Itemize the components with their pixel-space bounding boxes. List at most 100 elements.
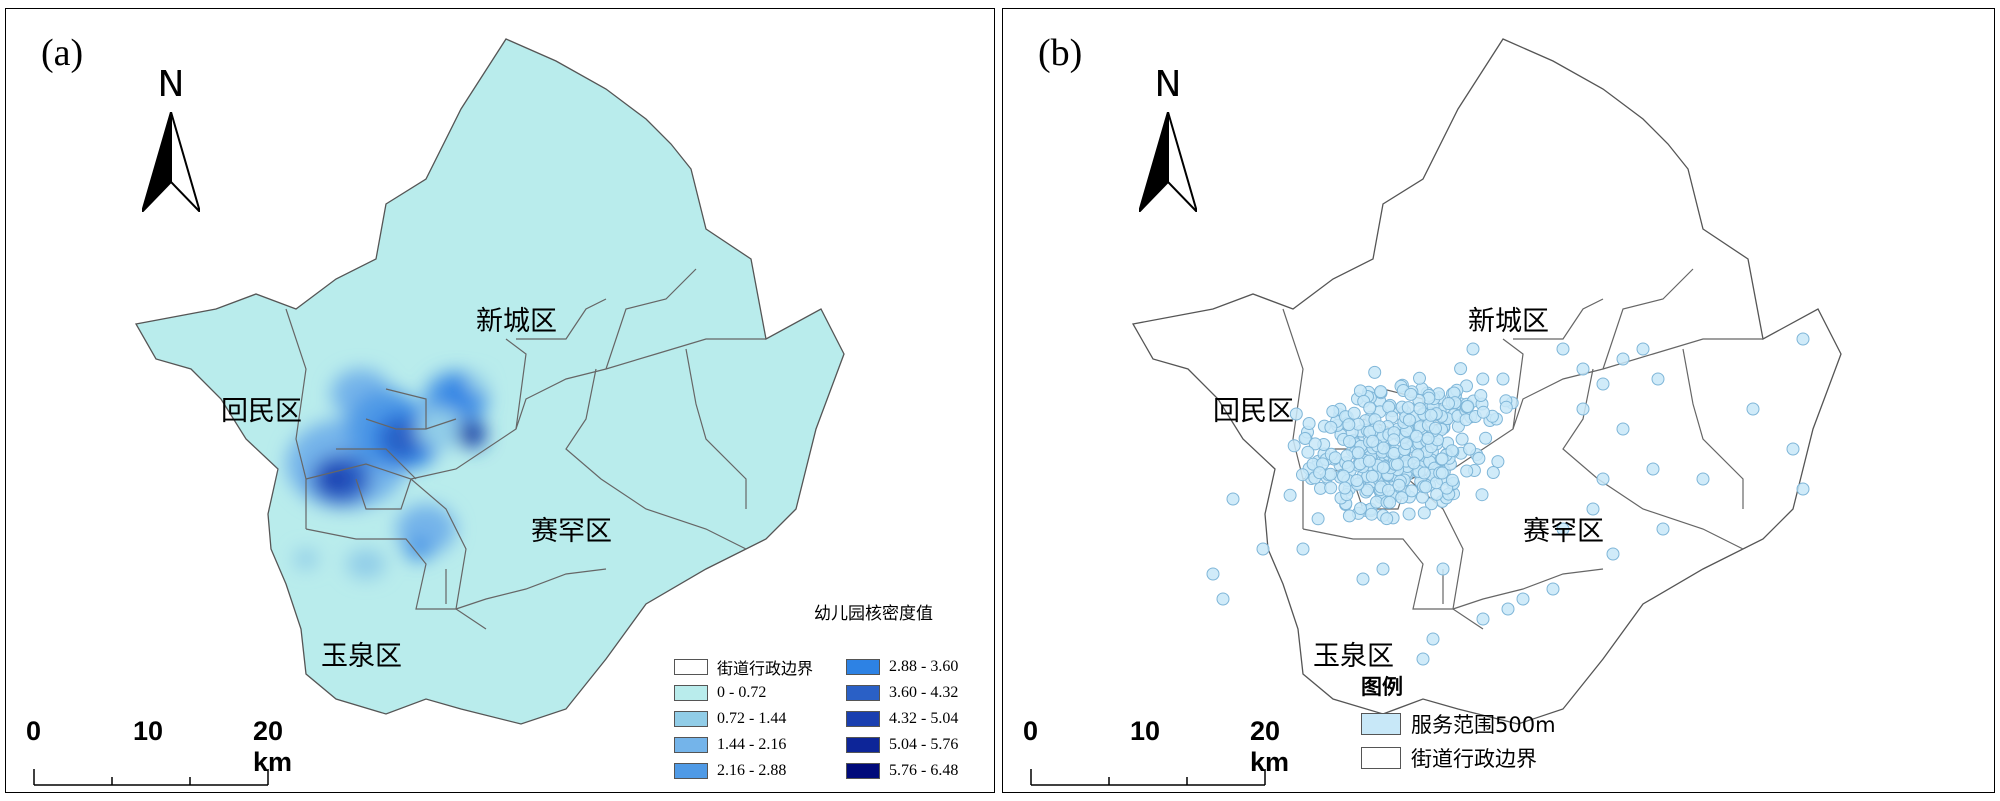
service-area-circle xyxy=(1476,372,1490,386)
service-area-circle xyxy=(1340,449,1354,463)
district-label-xincheng: 新城区 xyxy=(476,306,557,337)
scale-label-10: 10 xyxy=(133,716,164,746)
scale-line xyxy=(33,769,269,786)
legend-swatch-boundary xyxy=(674,659,708,675)
legend-swatch-density xyxy=(846,763,880,779)
service-area-circle xyxy=(1392,478,1406,492)
service-area-circle xyxy=(1372,420,1386,434)
service-area-circle xyxy=(1413,402,1427,416)
service-area-circle xyxy=(1351,446,1365,460)
scale-bar: 0 10 20 km xyxy=(26,716,292,786)
service-area-circle xyxy=(1401,401,1415,415)
legend-swatch-density xyxy=(846,711,880,727)
service-area-circle xyxy=(1302,417,1316,430)
north-arrow-icon xyxy=(1139,112,1197,212)
north-arrow: N xyxy=(1133,64,1203,214)
legend-swatch-density xyxy=(674,685,708,701)
service-area-circle xyxy=(1354,502,1367,515)
map-panel-service-area: (b) N 新城区 回民区 赛罕区 玉泉区 0 10 20 km 图例 服务范围… xyxy=(1002,8,1995,793)
service-area-circle xyxy=(1455,432,1469,446)
service-area-circle xyxy=(1429,421,1442,435)
service-area-circle xyxy=(1546,582,1560,596)
legend-label-density: 3.60 - 4.32 xyxy=(889,684,959,701)
legend-label-density: 1.44 - 2.16 xyxy=(717,736,787,753)
legend-label-density: 2.16 - 2.88 xyxy=(717,762,787,779)
legend-label-density: 0.72 - 1.44 xyxy=(717,710,787,727)
legend-item-density-class: 2.88 - 3.60 xyxy=(846,658,958,676)
legend-item-density-class: 3.60 - 4.32 xyxy=(846,684,958,702)
map-panel-kernel-density: (a) N 新城区 回民区 赛罕区 玉泉区 0 10 20 km 幼儿园核密度值… xyxy=(5,8,995,793)
panel-label: (a) xyxy=(41,32,84,74)
legend-label-boundary: 街道行政边界 xyxy=(717,661,814,678)
service-area-circle xyxy=(1496,372,1510,386)
legend-item-density-class: 0 - 0.72 xyxy=(674,684,766,702)
service-area-circle xyxy=(1256,542,1270,556)
service-area-circle xyxy=(1424,408,1438,422)
service-area-circle xyxy=(1417,506,1431,520)
service-area-circle xyxy=(1445,444,1459,458)
kernel-density-map xyxy=(135,38,845,725)
service-area-circle xyxy=(1362,454,1376,468)
service-area-circle xyxy=(1399,437,1413,451)
north-arrow: N xyxy=(136,64,206,214)
service-area-circle xyxy=(1606,547,1620,561)
service-area-circle xyxy=(1576,402,1590,416)
service-area-circle xyxy=(1426,632,1440,646)
scale-label-0: 0 xyxy=(1023,716,1039,746)
service-area-circle xyxy=(1289,407,1303,421)
scale-line xyxy=(1030,769,1266,786)
service-area-circle xyxy=(1413,371,1426,385)
service-area-circle xyxy=(1516,592,1530,606)
service-area-circle xyxy=(1460,464,1474,478)
city-outline xyxy=(135,38,845,725)
legend-swatch-service xyxy=(1361,713,1401,735)
legend-swatch-boundary xyxy=(1361,747,1401,769)
service-area-circle xyxy=(1419,480,1433,494)
service-area-circle xyxy=(1656,522,1670,536)
service-area-circle xyxy=(1435,452,1449,466)
legend-item-boundary: 街道行政边界 xyxy=(1361,743,1537,773)
service-area-circle xyxy=(1298,432,1312,445)
legend-item-service: 服务范围500m xyxy=(1361,709,1556,739)
legend-swatch-density xyxy=(846,659,880,675)
service-area-circle xyxy=(1476,405,1490,419)
legend-item-density-class: 1.44 - 2.16 xyxy=(674,736,786,754)
service-area-circle xyxy=(1586,502,1600,516)
service-area-circle xyxy=(1368,365,1382,379)
service-area-circle xyxy=(1402,507,1416,521)
scale-label-0: 0 xyxy=(26,716,42,746)
service-area-circle xyxy=(1356,572,1370,586)
service-area-circle xyxy=(1556,522,1570,536)
legend-label-density: 5.76 - 6.48 xyxy=(889,762,959,779)
legend-item-density-class: 0.72 - 1.44 xyxy=(674,710,786,728)
service-area-circle xyxy=(1407,456,1421,470)
service-area-circle xyxy=(1374,385,1388,399)
district-label-yuquan: 玉泉区 xyxy=(1313,641,1394,672)
service-area-circle xyxy=(1343,435,1356,448)
service-area-circle xyxy=(1796,482,1810,496)
service-area-circle xyxy=(1636,342,1650,356)
service-area-circle xyxy=(1746,402,1760,416)
service-area-circle xyxy=(1435,466,1449,480)
service-area-circle xyxy=(1324,420,1338,434)
service-area-circle xyxy=(1445,473,1459,487)
service-area-circle xyxy=(1387,433,1401,447)
service-area-circle xyxy=(1651,372,1665,386)
street-boundaries xyxy=(285,268,766,630)
service-area-circle xyxy=(1350,474,1364,487)
service-area-circle xyxy=(1786,442,1800,456)
district-label-xincheng: 新城区 xyxy=(1468,306,1549,337)
service-area-circle xyxy=(1287,439,1301,453)
legend-item-density-class: 5.04 - 5.76 xyxy=(846,736,958,754)
service-area-circle xyxy=(1479,431,1493,445)
legend-swatch-density xyxy=(674,711,708,727)
service-area-circle xyxy=(1466,342,1480,356)
service-area-circle xyxy=(1365,469,1379,483)
service-area-circle xyxy=(1461,400,1475,413)
panel-label: (b) xyxy=(1038,32,1083,74)
legend-swatch-density xyxy=(846,685,880,701)
service-area-circle xyxy=(1326,405,1340,418)
service-area-circle xyxy=(1390,457,1404,471)
service-area-circle xyxy=(1417,466,1431,480)
legend-label-service: 服务范围500m xyxy=(1411,713,1556,737)
